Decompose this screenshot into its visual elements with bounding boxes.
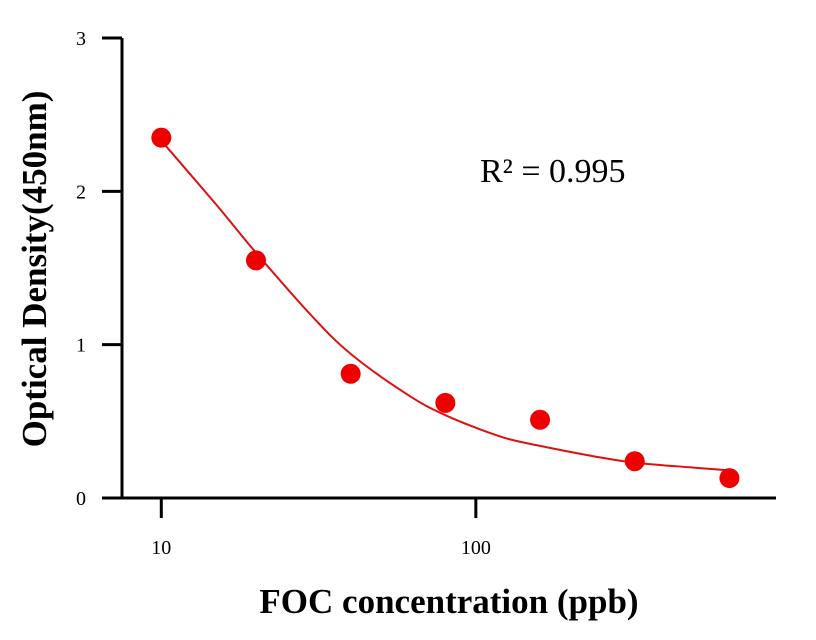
r-squared-annotation: R² = 0.995: [480, 153, 626, 190]
y-tick-label: 1: [76, 335, 86, 357]
tick-marks: [102, 36, 478, 518]
data-point: [530, 409, 551, 430]
tick-labels: 0 1 2 3 10 100: [76, 28, 491, 559]
data-point: [624, 451, 645, 472]
data-point: [245, 250, 266, 271]
data-point: [340, 363, 361, 384]
x-axis-title: FOC concentration (ppb): [259, 582, 638, 621]
x-tick-label: 10: [151, 537, 171, 559]
data-point: [435, 392, 456, 413]
data-point: [151, 127, 172, 148]
y-tick-label: 0: [76, 488, 86, 510]
y-axis-title: Optical Density(450nm): [15, 91, 54, 448]
data-points: [151, 127, 740, 489]
data-point: [719, 468, 740, 489]
x-tick-label: 100: [461, 537, 491, 559]
axes: [120, 38, 776, 500]
fit-curve: [160, 140, 730, 472]
y-tick-label: 3: [76, 28, 86, 50]
y-tick-label: 2: [76, 181, 86, 203]
